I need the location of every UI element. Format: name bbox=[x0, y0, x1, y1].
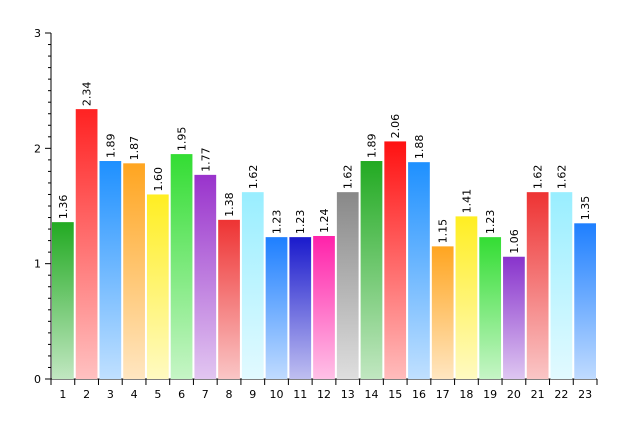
x-tick-label: 15 bbox=[388, 388, 402, 401]
x-tick-label: 14 bbox=[364, 388, 378, 401]
x-tick-label: 22 bbox=[554, 388, 568, 401]
bar bbox=[313, 235, 335, 379]
x-tick-label: 20 bbox=[507, 388, 521, 401]
bar bbox=[550, 192, 573, 379]
bar-value-label: 1.06 bbox=[508, 229, 521, 254]
bar bbox=[75, 109, 98, 380]
x-tick-label: 16 bbox=[412, 388, 426, 401]
bars bbox=[52, 109, 596, 380]
x-tick-label: 8 bbox=[226, 388, 233, 401]
bar-value-label: 1.15 bbox=[437, 219, 450, 244]
bar bbox=[241, 192, 264, 379]
bar-value-label: 1.35 bbox=[579, 196, 592, 221]
bar bbox=[360, 161, 383, 379]
x-tick-label: 1 bbox=[59, 388, 66, 401]
x-tick-label: 23 bbox=[578, 388, 592, 401]
bar bbox=[123, 163, 145, 379]
bar-value-label: 1.88 bbox=[413, 135, 426, 160]
bar bbox=[289, 237, 312, 379]
x-tick-label: 17 bbox=[436, 388, 450, 401]
bar bbox=[479, 237, 502, 379]
x-tick-label: 19 bbox=[483, 388, 497, 401]
x-tick-label: 4 bbox=[131, 388, 138, 401]
bar-value-label: 1.62 bbox=[342, 165, 355, 190]
bar-value-label: 1.62 bbox=[247, 165, 260, 190]
x-tick-label: 12 bbox=[317, 388, 331, 401]
bar bbox=[408, 162, 430, 379]
bar-value-label: 1.23 bbox=[271, 210, 284, 235]
bar bbox=[170, 154, 193, 379]
bar bbox=[574, 223, 596, 379]
bar bbox=[52, 222, 74, 379]
x-tick-label: 13 bbox=[341, 388, 355, 401]
bar bbox=[336, 192, 359, 379]
bar-value-label: 1.87 bbox=[128, 136, 141, 161]
bar bbox=[526, 192, 549, 379]
bar-value-label: 1.24 bbox=[318, 208, 331, 233]
value-labels: 1.36 2.34 1.89 1.87 1.60 1.95 1.77 1.38 1.62 1.23… bbox=[57, 82, 592, 254]
y-tick-label: 2 bbox=[34, 142, 41, 155]
bar bbox=[455, 216, 478, 379]
bar-value-label: 1.23 bbox=[484, 210, 497, 235]
x-tick-label: 11 bbox=[293, 388, 307, 401]
bar bbox=[384, 141, 407, 379]
bar bbox=[194, 174, 217, 379]
bar bbox=[99, 161, 122, 379]
bar bbox=[146, 194, 169, 379]
bar bbox=[431, 246, 454, 379]
bar-value-label: 1.77 bbox=[199, 147, 212, 172]
y-tick-label: 3 bbox=[34, 27, 41, 40]
x-tick-label: 7 bbox=[202, 388, 209, 401]
bar-value-label: 1.23 bbox=[294, 210, 307, 235]
bar-value-label: 1.36 bbox=[57, 195, 70, 220]
bar-value-label: 1.89 bbox=[104, 134, 117, 159]
x-tick-label: 3 bbox=[107, 388, 114, 401]
x-tick-label: 9 bbox=[249, 388, 256, 401]
bar-value-label: 2.34 bbox=[81, 82, 94, 107]
bar bbox=[503, 256, 525, 379]
bar-value-label: 1.95 bbox=[176, 127, 189, 152]
x-tick-label: 2 bbox=[83, 388, 90, 401]
x-tick-label: 21 bbox=[531, 388, 545, 401]
x-tick-label: 5 bbox=[154, 388, 161, 401]
bar-value-label: 1.62 bbox=[555, 165, 568, 190]
bar-value-label: 1.62 bbox=[532, 165, 545, 190]
x-tick-label: 10 bbox=[270, 388, 284, 401]
bar-value-label: 2.06 bbox=[389, 114, 402, 139]
bar-value-label: 1.60 bbox=[152, 167, 165, 192]
bar bbox=[265, 237, 288, 379]
bar-value-label: 1.41 bbox=[460, 189, 473, 214]
x-tick-label: 6 bbox=[178, 388, 185, 401]
bar bbox=[218, 219, 240, 379]
y-tick-label: 1 bbox=[34, 258, 41, 271]
x-tick-label: 18 bbox=[459, 388, 473, 401]
y-tick-label: 0 bbox=[34, 373, 41, 386]
bar-value-label: 1.38 bbox=[223, 192, 236, 216]
bar-value-label: 1.89 bbox=[365, 134, 378, 159]
